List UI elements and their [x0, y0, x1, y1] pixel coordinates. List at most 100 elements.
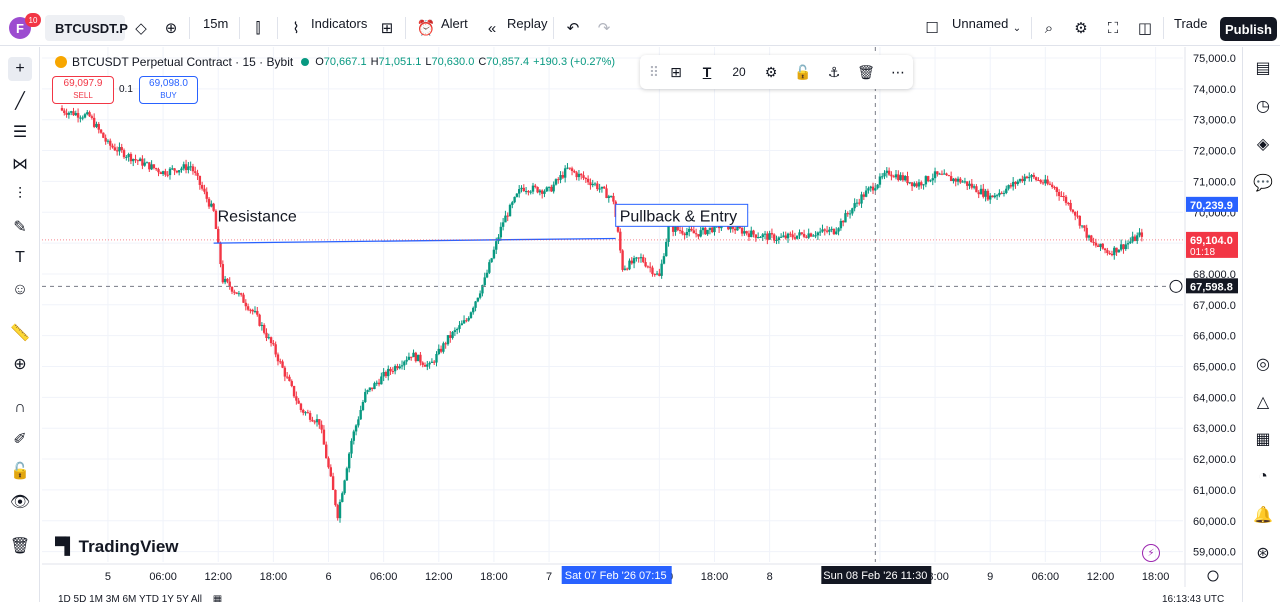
- redo-icon[interactable]: ↷: [597, 20, 611, 37]
- signal-broadcast-icon[interactable]: ◔: [1258, 468, 1268, 485]
- replay-button[interactable]: Replay: [507, 15, 548, 31]
- drag-handle-icon[interactable]: ⠿: [648, 63, 660, 80]
- compare-add-icon[interactable]: ⊕: [164, 20, 178, 37]
- templates-icon[interactable]: ⊞: [670, 63, 682, 80]
- time-axis-settings-gear-icon[interactable]: [1207, 570, 1219, 582]
- candle-body: [901, 175, 905, 181]
- delete-trash-icon[interactable]: 🗑: [857, 63, 875, 80]
- anchor-icon[interactable]: ⚓: [827, 63, 841, 80]
- magnet-icon[interactable]: ∩: [14, 399, 26, 416]
- technicals-gauge-icon[interactable]: ◎: [1256, 356, 1270, 373]
- candle-body: [322, 429, 326, 445]
- price-axis-tick-label: 67,000.0: [1193, 300, 1236, 312]
- candle-body: [782, 235, 785, 237]
- low-value: 70,630.0: [431, 56, 475, 68]
- pattern-tool-icon[interactable]: ⋈: [12, 156, 28, 173]
- trash-icon[interactable]: 🗑: [9, 538, 31, 555]
- price-chart[interactable]: Resistance Pullback & Entry 75,000.0 74,000…: [42, 47, 1242, 602]
- crosshair-tool-icon[interactable]: +: [8, 57, 32, 81]
- candle-body: [460, 323, 463, 326]
- symbol-search-button[interactable]: BTCUSDT.P: [45, 15, 128, 41]
- camera-icon[interactable]: ◫: [1137, 20, 1153, 37]
- stay-drawing-mode-icon[interactable]: ✐: [13, 431, 27, 448]
- alerts-clock-icon[interactable]: ◷: [1256, 98, 1270, 115]
- interval-button[interactable]: 15m: [203, 15, 229, 31]
- tradingview-logo-icon: ▀▌: [55, 538, 76, 555]
- chart-type-candles-icon[interactable]: ⫿: [255, 19, 261, 37]
- hide-drawings-eye-icon[interactable]: 👁: [9, 494, 31, 511]
- candle-body: [387, 368, 390, 377]
- candle-body: [297, 400, 300, 404]
- candle-body: [796, 235, 799, 239]
- help-icon[interactable]: ⊛: [1256, 545, 1270, 562]
- trade-button[interactable]: Trade: [1174, 15, 1208, 31]
- candle-body: [334, 489, 337, 506]
- text-color-icon[interactable]: T: [702, 64, 712, 80]
- candle-body: [924, 176, 928, 185]
- candle-body: [253, 310, 257, 312]
- settings-gear-icon[interactable]: ⚙: [1074, 20, 1088, 37]
- candle-body: [871, 186, 875, 191]
- legend-title[interactable]: BTCUSDT Perpetual Contract · 15 · Bybit: [72, 55, 294, 69]
- annotation-text[interactable]: Pullback & Entry: [620, 208, 737, 225]
- lightning-icon[interactable]: ⚡: [1142, 544, 1160, 562]
- annotation-box[interactable]: [615, 203, 749, 227]
- candle-body: [791, 234, 794, 238]
- candle-body: [531, 185, 535, 192]
- time-axis-tick-label: 9: [987, 571, 993, 583]
- candle-body: [483, 277, 486, 286]
- candle-body: [492, 249, 496, 259]
- alarm-clock-icon[interactable]: ⏰: [416, 20, 436, 37]
- publish-button[interactable]: Publish: [1220, 17, 1277, 41]
- utc-clock[interactable]: 16:13:43 UTC: [1162, 594, 1225, 602]
- fib-retracement-tool-icon[interactable]: ☰: [12, 124, 28, 141]
- forecast-tool-icon[interactable]: ⫶: [17, 186, 22, 203]
- resistance-trend-line[interactable]: [213, 237, 616, 244]
- ruler-measure-icon[interactable]: 📏: [10, 325, 30, 342]
- candle-body: [191, 166, 195, 172]
- indicators-icon[interactable]: ⌇: [292, 20, 300, 37]
- trend-line-tool-icon[interactable]: ╱: [15, 93, 25, 110]
- order-quantity[interactable]: 0.1: [119, 84, 133, 95]
- undo-icon[interactable]: ↶: [566, 20, 580, 37]
- lock-icon[interactable]: 🔓: [794, 63, 812, 80]
- lock-drawings-icon[interactable]: 🔓: [10, 463, 30, 480]
- close-value: 70,857.4: [486, 56, 530, 68]
- calendar-icon[interactable]: ▦: [1255, 431, 1271, 448]
- annotation-text[interactable]: Resistance: [218, 208, 297, 225]
- text-tool-icon[interactable]: T: [15, 249, 25, 266]
- calendar-range-icon[interactable]: ▦: [212, 594, 223, 602]
- fullscreen-icon[interactable]: ⛶: [1107, 19, 1119, 37]
- emoji-tool-icon[interactable]: ☺: [11, 281, 29, 298]
- chevron-down-icon[interactable]: ⌄: [1012, 22, 1022, 34]
- notifications-bell-icon[interactable]: 🔔: [1253, 507, 1273, 524]
- settings-gear-icon[interactable]: ⚙: [764, 63, 778, 80]
- candle-body: [203, 188, 206, 192]
- candle-body: [141, 158, 144, 166]
- layout-name-button[interactable]: Unnamed: [952, 15, 1009, 31]
- candle-body: [991, 195, 994, 198]
- watchlist-icon[interactable]: ▤: [1255, 60, 1271, 77]
- chat-icon[interactable]: 💬: [1253, 175, 1273, 192]
- add-alert-plus-icon[interactable]: [1169, 279, 1183, 293]
- indicators-button[interactable]: Indicators: [311, 15, 368, 31]
- candle-body: [763, 233, 767, 235]
- object-tree-layers-icon[interactable]: ◈: [1256, 136, 1270, 153]
- sell-button[interactable]: 69,097.9 SELL: [52, 76, 114, 104]
- date-ranges[interactable]: 1D 5D 1M 3M 6M YTD 1Y 5Y All: [58, 594, 202, 602]
- buy-button[interactable]: 69,098.0 BUY: [139, 76, 198, 104]
- font-size-select[interactable]: 20: [732, 65, 746, 79]
- alert-button[interactable]: Alert: [441, 15, 468, 31]
- replay-icon[interactable]: «: [487, 19, 497, 37]
- watchlist-diamond-icon[interactable]: ◇: [135, 20, 147, 37]
- candle-body: [998, 192, 1001, 196]
- brush-tool-icon[interactable]: ✎: [13, 219, 27, 236]
- ideas-icon[interactable]: △: [1256, 394, 1270, 411]
- candle-body: [977, 192, 980, 195]
- layout-grid-icon[interactable]: ⊞: [380, 20, 394, 37]
- layout-checkbox-icon[interactable]: ☐: [925, 20, 939, 37]
- more-options-icon[interactable]: ⋯: [891, 63, 905, 80]
- quick-search-icon[interactable]: ⌕: [1044, 19, 1054, 37]
- zoom-in-icon[interactable]: ⊕: [13, 356, 27, 373]
- candle-body: [885, 170, 889, 173]
